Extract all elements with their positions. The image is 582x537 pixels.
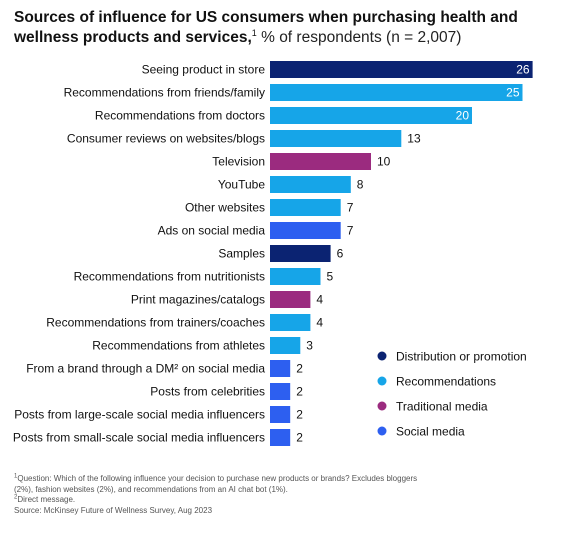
category-label: Posts from large-scale social media infl…: [14, 408, 265, 422]
value-label: 4: [316, 316, 323, 330]
value-label: 2: [296, 408, 303, 422]
value-label: 4: [316, 293, 323, 307]
category-label: Recommendations from doctors: [95, 109, 265, 123]
bar: [270, 84, 523, 101]
footnote-2-mark: 2: [14, 494, 18, 501]
bar: [270, 406, 291, 423]
value-label: 2: [296, 431, 303, 445]
footnote-1-mark: 1: [14, 473, 18, 480]
footnote-2: 2Direct message.: [14, 494, 570, 506]
category-label: Samples: [218, 247, 265, 261]
footnote-2-text: Direct message.: [17, 495, 76, 504]
legend-label: Social media: [396, 425, 465, 439]
bar: [270, 130, 402, 147]
source-text: Source: McKinsey Future of Wellness Surv…: [14, 505, 213, 515]
value-label: 25: [506, 86, 520, 100]
value-label: 7: [347, 201, 354, 215]
category-label: Ads on social media: [158, 224, 266, 238]
bar: [270, 107, 472, 124]
bar: [270, 360, 291, 377]
legend-marker: [377, 401, 387, 411]
category-label: Recommendations from trainers/coaches: [46, 316, 265, 330]
value-label: 13: [407, 132, 421, 146]
value-label: 2: [296, 385, 303, 399]
bar: [270, 222, 341, 239]
legend-label: Distribution or promotion: [396, 350, 527, 364]
bar: [270, 61, 533, 78]
footnote-1: 1Question: Which of the following influe…: [14, 473, 570, 485]
chart-title-subtitle: % of respondents (n = 2,007): [256, 29, 462, 46]
category-label: Posts from celebrities: [150, 385, 265, 399]
value-label: 6: [337, 247, 344, 261]
footnote-1-line-1: Question: Which of the following influen…: [17, 474, 418, 483]
footnote-1-line-2: (2%), fashion websites (2%), and recomme…: [14, 484, 288, 494]
bar: [270, 429, 291, 446]
value-label: 20: [456, 109, 470, 123]
bar: [270, 245, 331, 262]
value-label: 8: [357, 178, 364, 192]
category-label: From a brand through a DM² on social med…: [26, 362, 265, 376]
bar: [270, 153, 371, 170]
value-label: 3: [306, 339, 313, 353]
bar: [270, 314, 311, 331]
category-label: Print magazines/catalogs: [131, 293, 265, 307]
bar: [270, 337, 301, 354]
chart-title-note-mark: 1: [251, 27, 257, 38]
category-label: Posts from small-scale social media infl…: [13, 431, 265, 445]
legend-marker: [377, 351, 387, 361]
bar: [270, 268, 321, 285]
legend-marker: [377, 376, 387, 386]
bar: [270, 383, 291, 400]
category-label: Television: [212, 155, 265, 169]
footnote-1-continued: (2%), fashion websites (2%), and recomme…: [14, 485, 570, 496]
value-label: 26: [516, 63, 530, 77]
bar: [270, 199, 341, 216]
value-label: 5: [327, 270, 334, 284]
chart-title: Sources of influence for US consumers wh…: [14, 8, 570, 48]
value-label: 10: [377, 155, 391, 169]
legend-marker: [377, 426, 387, 436]
legend-label: Traditional media: [396, 400, 488, 414]
source-note: Source: McKinsey Future of Wellness Surv…: [14, 506, 570, 517]
category-label: Consumer reviews on websites/blogs: [67, 132, 265, 146]
category-label: Recommendations from nutritionists: [74, 270, 265, 284]
legend-label: Recommendations: [396, 375, 496, 389]
bar: [270, 176, 351, 193]
category-label: Seeing product in store: [142, 63, 266, 77]
category-label: Recommendations from athletes: [92, 339, 265, 353]
category-label: Recommendations from friends/family: [64, 86, 265, 100]
bar-chart: Seeing product in store 26Recommendations…: [13, 61, 533, 446]
category-label: YouTube: [218, 178, 265, 192]
value-label: 2: [296, 362, 303, 376]
footnotes: 1Question: Which of the following influe…: [14, 473, 570, 517]
chart-title-main: Sources of influence for US consumers wh…: [14, 9, 518, 46]
category-label: Other websites: [185, 201, 265, 215]
value-label: 7: [347, 224, 354, 238]
bar: [270, 291, 311, 308]
